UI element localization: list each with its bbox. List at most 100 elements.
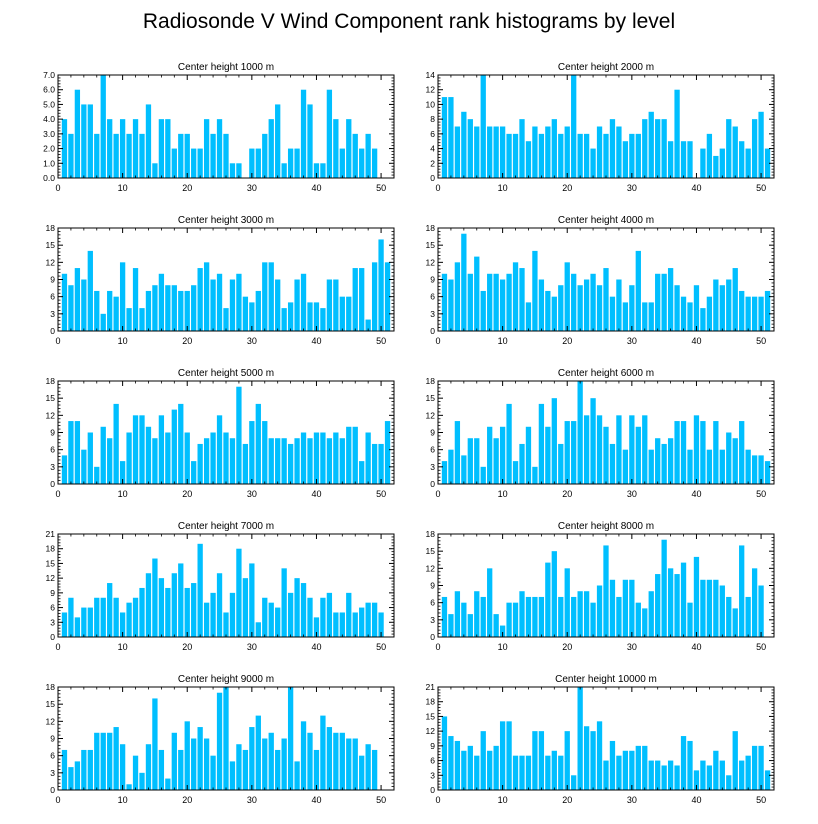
y-tick-label: 9 bbox=[430, 428, 435, 438]
y-tick-label: 15 bbox=[426, 711, 436, 721]
y-tick-label: 3 bbox=[430, 615, 435, 625]
x-tick-label: 30 bbox=[627, 183, 637, 193]
bar bbox=[300, 89, 307, 178]
bar bbox=[307, 597, 313, 637]
x-tick-label: 50 bbox=[376, 795, 386, 805]
bar bbox=[758, 585, 764, 637]
x-tick-label: 10 bbox=[498, 642, 508, 652]
panel-title: Center height 2000 m bbox=[558, 62, 654, 73]
bar bbox=[216, 573, 223, 637]
bar bbox=[326, 438, 333, 484]
bar bbox=[100, 426, 106, 484]
y-tick-label: 12 bbox=[426, 726, 436, 736]
bar bbox=[655, 273, 661, 331]
bar bbox=[532, 466, 538, 484]
bar bbox=[590, 148, 596, 178]
bar bbox=[480, 731, 486, 790]
bar bbox=[268, 262, 274, 331]
bar bbox=[229, 163, 236, 178]
bar bbox=[359, 755, 365, 790]
bar bbox=[512, 461, 519, 484]
bar bbox=[197, 727, 203, 790]
y-tick-label: 0 bbox=[430, 173, 435, 183]
x-tick-label: 40 bbox=[691, 183, 701, 193]
bar bbox=[441, 716, 448, 790]
bar bbox=[249, 302, 255, 331]
bar bbox=[454, 591, 461, 637]
bar bbox=[346, 296, 352, 331]
y-tick-label: 14 bbox=[426, 70, 436, 80]
x-tick-label: 10 bbox=[118, 183, 128, 193]
bar bbox=[326, 89, 333, 178]
bar bbox=[545, 426, 551, 484]
bar bbox=[558, 285, 564, 331]
bar bbox=[313, 163, 320, 178]
bar bbox=[203, 438, 210, 484]
histogram-panel-9: Center height 9000 m 0 10 20 30 40 50 0 3 6 9 12 15 1… bbox=[46, 674, 395, 805]
y-tick-label: 6 bbox=[430, 756, 435, 766]
bar bbox=[499, 426, 506, 484]
bar bbox=[732, 268, 738, 331]
bar bbox=[480, 75, 486, 178]
y-tick-label: 9 bbox=[430, 741, 435, 751]
bar bbox=[739, 545, 745, 637]
bar bbox=[113, 727, 119, 790]
bar bbox=[538, 133, 545, 178]
bar bbox=[178, 290, 184, 331]
bar bbox=[719, 148, 725, 178]
bar bbox=[616, 279, 622, 331]
bar bbox=[339, 732, 345, 790]
y-tick-label: 0 bbox=[50, 632, 55, 642]
bar bbox=[68, 767, 74, 790]
bar bbox=[596, 285, 603, 331]
bar bbox=[487, 126, 493, 178]
bar bbox=[551, 551, 557, 637]
y-tick-label: 12 bbox=[46, 573, 56, 583]
bar bbox=[68, 285, 74, 331]
bar bbox=[751, 296, 758, 331]
bar bbox=[674, 421, 680, 484]
bar bbox=[223, 687, 229, 790]
bar bbox=[583, 415, 590, 484]
bar bbox=[171, 285, 177, 331]
y-tick-label: 15 bbox=[46, 240, 56, 250]
bar bbox=[667, 438, 674, 484]
bar bbox=[745, 596, 751, 637]
bar bbox=[191, 583, 197, 637]
bar bbox=[461, 111, 467, 178]
bar bbox=[622, 449, 629, 484]
bar bbox=[61, 455, 68, 484]
y-tick-label: 3 bbox=[430, 770, 435, 780]
bar bbox=[365, 319, 371, 331]
histogram-panel-1: Center height 1000 m 0 10 20 30 40 50 0.0 1.0 2.0… bbox=[43, 62, 395, 193]
bar bbox=[87, 749, 93, 790]
x-tick-label: 10 bbox=[118, 795, 128, 805]
bar bbox=[467, 614, 473, 637]
x-tick-label: 10 bbox=[498, 183, 508, 193]
bar bbox=[94, 597, 100, 637]
bar bbox=[236, 273, 242, 331]
y-tick-label: 12 bbox=[426, 257, 436, 267]
x-tick-label: 20 bbox=[182, 795, 192, 805]
bar bbox=[583, 133, 590, 178]
bar bbox=[661, 443, 667, 484]
bar bbox=[745, 755, 751, 790]
x-tick-label: 30 bbox=[627, 642, 637, 652]
bar bbox=[216, 119, 223, 178]
bar bbox=[441, 461, 448, 484]
bar bbox=[680, 562, 687, 637]
bar bbox=[287, 148, 294, 178]
bar bbox=[448, 614, 454, 637]
x-tick-label: 20 bbox=[182, 642, 192, 652]
bar bbox=[236, 386, 242, 484]
bar bbox=[165, 587, 171, 637]
bar bbox=[165, 119, 171, 178]
panel-title: Center height 6000 m bbox=[558, 368, 654, 379]
bar bbox=[333, 732, 339, 790]
bar bbox=[506, 403, 512, 484]
bar bbox=[229, 761, 236, 790]
y-tick-label: 15 bbox=[426, 240, 436, 250]
bar bbox=[378, 239, 384, 331]
bar bbox=[648, 449, 654, 484]
